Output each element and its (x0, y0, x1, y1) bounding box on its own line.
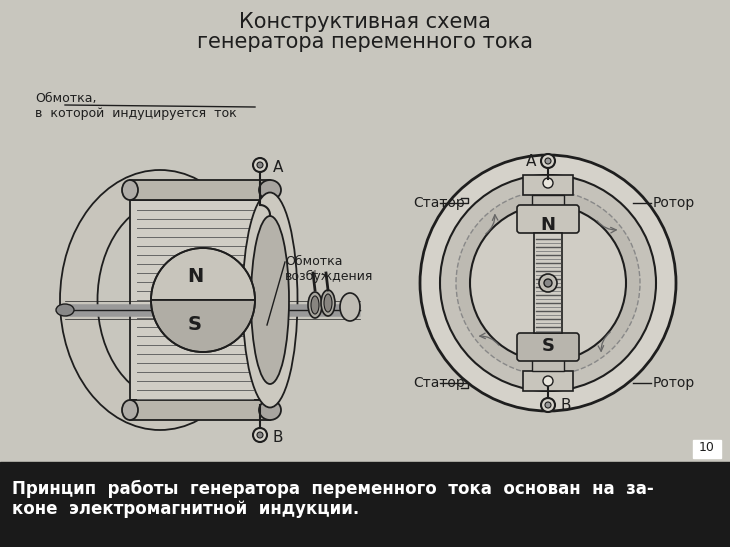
Text: Обмотка: Обмотка (285, 255, 342, 268)
Text: N: N (540, 216, 556, 234)
Circle shape (543, 178, 553, 188)
Bar (693, 440, 721, 458)
Ellipse shape (324, 294, 332, 312)
Text: Статор: Статор (413, 376, 465, 390)
Text: Принцип  работы  генератора  переменного  тока  основан  на  за-: Принцип работы генератора переменного то… (12, 480, 654, 498)
Text: +: + (310, 269, 318, 279)
Circle shape (545, 158, 551, 164)
FancyBboxPatch shape (523, 371, 573, 391)
Circle shape (253, 158, 267, 172)
Bar (0, 462, 730, 547)
Ellipse shape (122, 400, 138, 420)
Circle shape (545, 402, 551, 408)
Circle shape (544, 279, 552, 287)
Ellipse shape (311, 296, 319, 314)
Text: 10: 10 (699, 441, 715, 454)
Text: Обмотка,: Обмотка, (35, 92, 96, 105)
Ellipse shape (251, 216, 289, 384)
Circle shape (541, 154, 555, 168)
FancyBboxPatch shape (517, 333, 579, 361)
Text: N: N (187, 267, 203, 287)
Circle shape (440, 175, 656, 391)
Circle shape (541, 398, 555, 412)
Text: А: А (526, 154, 537, 168)
FancyBboxPatch shape (532, 355, 564, 371)
Text: возбуждения: возбуждения (285, 270, 373, 283)
Text: в  которой  индуцируется  ток: в которой индуцируется ток (35, 107, 237, 120)
Bar (534, 233, 562, 333)
Ellipse shape (340, 293, 360, 321)
Circle shape (456, 191, 640, 375)
Text: генератора переменного тока: генератора переменного тока (197, 32, 533, 52)
Ellipse shape (321, 290, 335, 316)
Text: коне  электромагнитной  индукции.: коне электромагнитной индукции. (12, 500, 359, 518)
Text: А: А (273, 160, 283, 174)
FancyBboxPatch shape (532, 195, 564, 211)
Circle shape (257, 432, 263, 438)
FancyBboxPatch shape (523, 175, 573, 195)
Ellipse shape (56, 304, 74, 316)
Bar (130, 200, 270, 400)
Text: S: S (188, 316, 202, 335)
Polygon shape (130, 400, 270, 420)
Circle shape (257, 162, 263, 168)
Wedge shape (151, 248, 255, 300)
Text: Ротор: Ротор (653, 196, 695, 210)
Circle shape (253, 428, 267, 442)
Text: –: – (321, 269, 326, 279)
Ellipse shape (259, 400, 281, 420)
Ellipse shape (98, 200, 242, 400)
Circle shape (470, 205, 626, 361)
Circle shape (539, 274, 557, 292)
Circle shape (543, 376, 553, 386)
Ellipse shape (308, 292, 322, 318)
Wedge shape (151, 300, 255, 352)
Ellipse shape (122, 180, 138, 200)
FancyBboxPatch shape (517, 205, 579, 233)
Polygon shape (130, 180, 270, 200)
Text: В: В (273, 429, 283, 445)
Text: S: S (542, 337, 555, 355)
Ellipse shape (242, 193, 298, 408)
Text: Статор: Статор (413, 196, 465, 210)
Text: Конструктивная схема: Конструктивная схема (239, 12, 491, 32)
Text: В: В (560, 398, 571, 412)
Ellipse shape (259, 180, 281, 200)
Ellipse shape (60, 170, 260, 430)
Text: Ротор: Ротор (653, 376, 695, 390)
Circle shape (420, 155, 676, 411)
